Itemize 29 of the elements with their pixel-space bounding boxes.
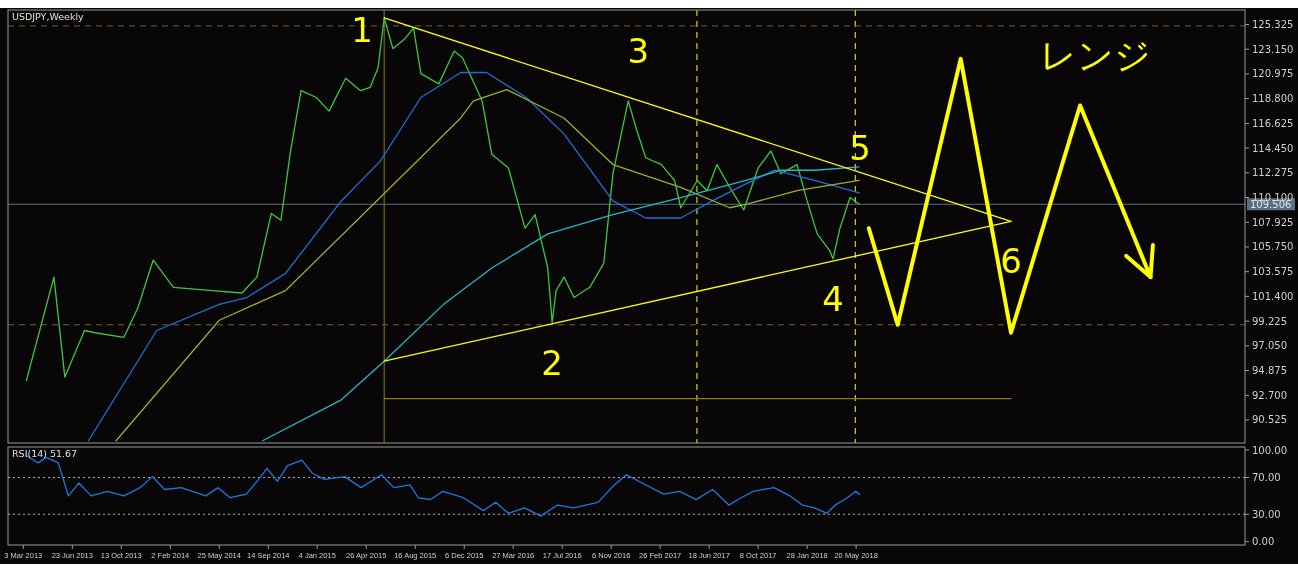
annotation: 2 bbox=[541, 342, 563, 383]
y-tick-label: 92.700 bbox=[1252, 389, 1287, 401]
annotation: 1 bbox=[351, 9, 373, 50]
annotation: 4 bbox=[822, 278, 844, 319]
y-tick-label: 70.00 bbox=[1252, 472, 1281, 484]
y-tick-label: 118.800 bbox=[1252, 93, 1294, 105]
y-tick-label: 97.050 bbox=[1252, 340, 1287, 352]
y-tick-label: 94.875 bbox=[1252, 365, 1287, 377]
y-tick-label: 100.00 bbox=[1252, 444, 1287, 456]
y-tick-label: 103.575 bbox=[1252, 266, 1294, 278]
y-tick-label: 101.400 bbox=[1252, 290, 1294, 302]
annotation: レンジ bbox=[1039, 34, 1151, 76]
y-tick-label: 120.975 bbox=[1252, 68, 1294, 80]
chart-title: USDJPY,Weekly bbox=[12, 11, 85, 22]
y-tick-label: 112.275 bbox=[1252, 167, 1294, 179]
y-tick-label: 99.225 bbox=[1252, 315, 1287, 327]
y-tick-label: 0.00 bbox=[1252, 536, 1275, 548]
y-tick-label: 107.925 bbox=[1252, 216, 1294, 228]
annotation: 3 bbox=[627, 30, 650, 71]
y-tick-label: 90.525 bbox=[1252, 414, 1287, 426]
chart-title: RSI(14) 51.67 bbox=[12, 448, 78, 459]
y-tick-label: 125.325 bbox=[1252, 18, 1294, 30]
y-tick-label: 30.00 bbox=[1252, 508, 1281, 520]
y-tick-label: 123.150 bbox=[1252, 43, 1294, 55]
annotation: 6 bbox=[1000, 241, 1022, 282]
y-tick-label: 116.625 bbox=[1252, 117, 1294, 129]
y-tick-label: 114.450 bbox=[1252, 142, 1294, 154]
y-tick-label: 105.750 bbox=[1252, 241, 1294, 253]
annotation: 5 bbox=[849, 127, 871, 168]
